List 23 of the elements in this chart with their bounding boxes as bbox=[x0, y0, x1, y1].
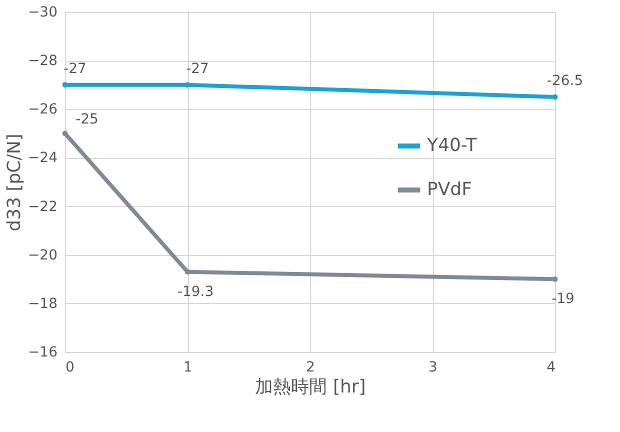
data-label: -25 bbox=[76, 111, 98, 128]
data-label: -19 bbox=[552, 291, 574, 308]
x-tick-label: 4 bbox=[546, 360, 556, 376]
y-tick-label: −20 bbox=[28, 247, 58, 264]
legend-label: Y40-T bbox=[426, 135, 478, 156]
data-label: -26.5 bbox=[546, 73, 584, 89]
y-tick-label: −30 bbox=[28, 4, 58, 20]
x-tick-label: 0 bbox=[66, 360, 74, 376]
y-tick-label: −16 bbox=[28, 344, 58, 360]
x-axis-title: 加熱時間 [hr] bbox=[255, 376, 366, 398]
x-tick-label: 1 bbox=[184, 360, 192, 376]
y-tick-label: −24 bbox=[28, 150, 58, 166]
x-tick-label: 2 bbox=[306, 360, 315, 376]
x-tick-label: 3 bbox=[428, 360, 438, 376]
y-axis-title: d33 [pC/N] bbox=[4, 134, 25, 232]
data-label: -27 bbox=[186, 60, 209, 77]
legend-label: PVdF bbox=[427, 179, 472, 200]
data-label: -19.3 bbox=[177, 284, 214, 300]
data-label: -27 bbox=[64, 60, 86, 77]
y-tick-label: −26 bbox=[28, 102, 58, 118]
y-tick-label: −22 bbox=[28, 198, 58, 215]
y-tick-label: −18 bbox=[28, 296, 58, 312]
y-tick-label: −28 bbox=[28, 53, 58, 70]
